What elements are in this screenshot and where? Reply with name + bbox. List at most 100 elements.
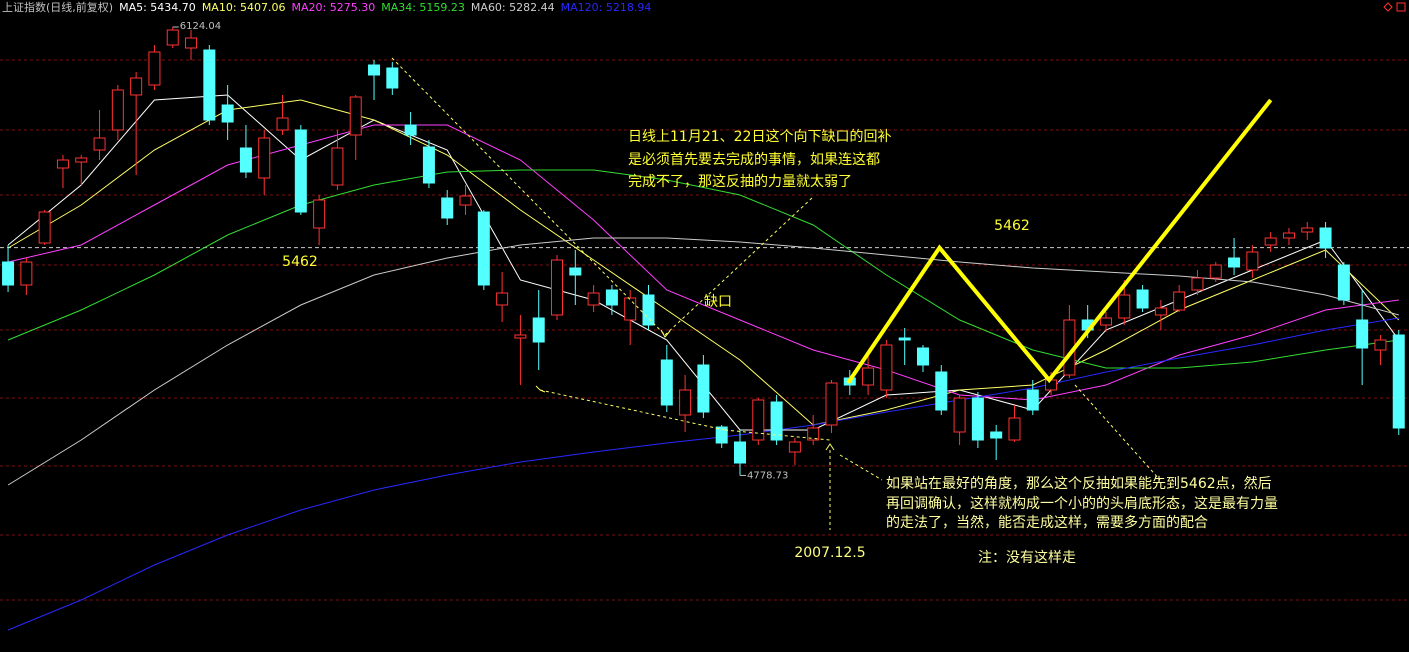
candle-body (605, 289, 618, 306)
note-line: 的走法了，当然，能否走成这样，需要多方面的配合 (886, 514, 1208, 531)
candle-body (1026, 389, 1039, 411)
candle-body (715, 426, 728, 444)
candle-body (898, 337, 911, 341)
candle-body (679, 389, 692, 416)
candle-body (93, 137, 106, 151)
candle-body (1337, 264, 1350, 301)
candle-body (935, 371, 948, 411)
candle-body (990, 431, 1003, 439)
candle-body (276, 117, 289, 131)
candle-body (1045, 379, 1058, 391)
candle-body (386, 67, 399, 89)
candle-body (1099, 317, 1112, 326)
candle-body (1228, 257, 1241, 268)
candle-body (203, 49, 216, 121)
arrow-head (825, 443, 835, 451)
candle-body (825, 382, 838, 426)
candle-body (1356, 319, 1369, 349)
candle-body (1282, 232, 1295, 239)
level-label: 5462 (282, 254, 318, 270)
candle-body (111, 89, 124, 131)
candle-body (953, 397, 966, 433)
candle-body (880, 344, 893, 391)
chart-title: 上证指数(日线,前复权) MA5: 5434.70 MA10: 5407.06 MA2… (2, 0, 651, 14)
candle-body (313, 199, 326, 229)
candle-body (349, 96, 362, 136)
ma-line (7, 99, 1400, 426)
candle-body (294, 129, 307, 213)
projection (846, 98, 1273, 385)
candle-body (1191, 277, 1204, 291)
candle-body (1173, 291, 1186, 311)
legend-entry: MA60: 5282.44 (471, 1, 555, 14)
candle-body (1154, 307, 1167, 316)
candle-body (56, 159, 69, 169)
note-line: 注：没有这样走 (978, 549, 1076, 566)
icon-diamond (1383, 2, 1393, 12)
candle-body (459, 195, 472, 206)
legend-entry: MA20: 5275.30 (292, 1, 376, 14)
candle-body (788, 441, 801, 453)
candle-body (496, 292, 509, 306)
legend-entry: MA10: 5407.06 (202, 1, 286, 14)
candle-body (770, 401, 783, 441)
level-label: 5462 (994, 218, 1030, 234)
legend-entry: MA120: 5218.94 (561, 1, 652, 14)
candle-body (221, 104, 234, 123)
arrow-head (535, 385, 546, 393)
candle-body (1374, 339, 1387, 351)
candle-body (569, 267, 582, 276)
candle-body (1392, 334, 1405, 429)
note-line: 是必须首先要去完成的事情，如果连这都 (628, 151, 880, 168)
candle-body (1246, 251, 1259, 271)
candle-body (404, 124, 417, 136)
candle-body (1319, 227, 1332, 249)
window-icons (1383, 2, 1406, 12)
candle-body (1008, 417, 1021, 441)
candle-body (38, 211, 51, 244)
candle-body (130, 77, 143, 96)
candle-body (1264, 237, 1277, 246)
candle-body (2, 261, 15, 286)
arrow-line (539, 389, 726, 431)
annotation-arrows (391, 57, 1161, 530)
note-line: 再回调确认，这样就构成一个小的的头肩底形态，这是最有力量 (886, 495, 1278, 512)
arrow-line (839, 454, 883, 481)
legend-entry: MA5: 5434.70 (119, 1, 196, 14)
candle-body (422, 146, 435, 184)
candle-body (807, 427, 820, 441)
candle-body (166, 29, 179, 46)
candle-body (587, 292, 600, 306)
icon-square (1396, 2, 1406, 12)
candle-body (642, 294, 655, 326)
candle-body (477, 211, 490, 286)
candle-body (1136, 289, 1149, 309)
candles (2, 26, 1405, 476)
candle-body (1209, 264, 1222, 279)
candle-body (20, 261, 33, 286)
candle-body (697, 364, 710, 413)
candle-body (916, 347, 929, 366)
candle-body (258, 137, 271, 179)
candle-body (441, 197, 454, 219)
candle-body (75, 157, 88, 163)
candle-body (862, 367, 875, 386)
candle-body (733, 441, 746, 464)
candle-body (660, 359, 673, 406)
extreme-label: 4778.73 (747, 470, 788, 481)
candle-body (971, 397, 984, 441)
gap-label: 缺口 (704, 294, 732, 310)
ma-line (7, 317, 1399, 631)
grid (0, 59, 1409, 601)
ma-line (7, 237, 1399, 486)
note-line: 日线上11月21、22日这个向下缺口的回补 (628, 128, 891, 145)
note-line: 如果站在最好的角度，那么这个反抽如果能先到5462点，然后 (886, 475, 1272, 492)
candle-body (1301, 227, 1314, 233)
candle-body (239, 147, 252, 173)
candle-body (331, 147, 344, 186)
candle-body (368, 64, 381, 76)
candle-body (752, 399, 765, 441)
legend-entry: MA34: 5159.23 (381, 1, 465, 14)
extreme-label: 6124.04 (180, 21, 221, 32)
